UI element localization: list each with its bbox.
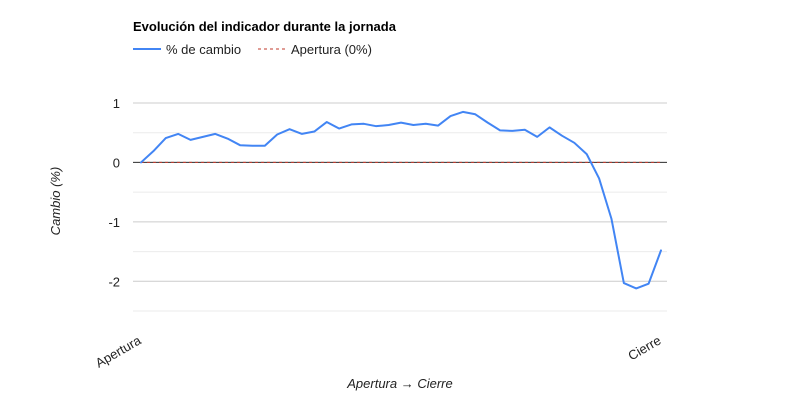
series-line-cambio [140,110,662,290]
x-tick-label-end: Cierre [625,333,663,364]
chart-title: Evolución del indicador durante la jorna… [133,19,397,34]
legend-label-open: Apertura (0%) [291,42,372,57]
legend: % de cambio Apertura (0%) [133,42,372,57]
x-axis-label: Apertura → Cierre [346,376,452,391]
y-tick-label: -1 [108,215,120,230]
y-axis-label: Cambio (%) [48,167,63,236]
x-tick-label-start: Apertura [93,332,144,370]
y-axis-ticks: 1 0 -1 -2 [108,96,120,289]
legend-label-change: % de cambio [166,42,241,57]
y-tick-label: 0 [113,155,120,170]
y-tick-label: -2 [108,274,120,289]
y-tick-label: 1 [113,96,120,111]
series-layer [140,110,662,290]
